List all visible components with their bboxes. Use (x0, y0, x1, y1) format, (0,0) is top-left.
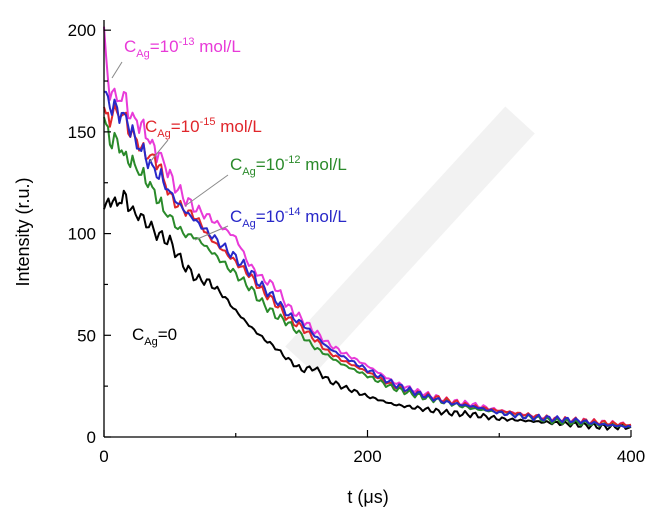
watermark (285, 106, 535, 374)
y-axis-title: Intensity (r.u.) (13, 177, 33, 286)
series-label: CAg=10-12 mol/L (184, 154, 347, 207)
series-line (103, 90, 632, 429)
y-tick-label: 100 (68, 225, 96, 244)
x-axis-title-main: t ( (347, 487, 363, 507)
y-tick-label: 150 (68, 123, 96, 142)
y-tick-label: 200 (68, 21, 96, 40)
series-label-text: CAg=0 (132, 325, 177, 348)
series-label: CAg=0 (132, 325, 177, 348)
leader-line (149, 139, 169, 163)
leader-line (184, 174, 229, 207)
watermark-stroke (285, 106, 535, 374)
series-label: CAg=10-15 mol/L (145, 116, 262, 163)
watermark-shape (285, 106, 535, 374)
y-tick-label: 0 (87, 428, 96, 447)
series-label-text: CAg=10-14 mol/L (230, 206, 347, 230)
x-axis-title-unit: s) (374, 487, 389, 507)
series-label: CAg=10-13 mol/L (111, 36, 241, 79)
series-label-text: CAg=10-12 mol/L (230, 154, 347, 178)
x-tick-label: 400 (617, 447, 645, 466)
ticks: 0 200 400 0 50 100 150 200 (68, 21, 646, 466)
series-line (103, 116, 632, 428)
x-axis-title-greek: μ (363, 487, 373, 507)
leader-line (194, 225, 229, 241)
y-tick-label: 50 (77, 326, 96, 345)
series-layer (103, 26, 632, 431)
series-labels: CAg=10-13 mol/L CAg=10-15 mol/L CAg=10-12 … (111, 36, 347, 348)
series-label: CAg=10-14 mol/L (194, 206, 347, 241)
x-tick-label: 0 (99, 447, 108, 466)
x-tick-label: 200 (353, 447, 381, 466)
series-label-text: CAg=10-15 mol/L (145, 116, 262, 140)
series-line (103, 26, 632, 428)
axes (103, 20, 631, 438)
series-line (103, 189, 632, 431)
leader-line (111, 61, 123, 79)
x-axis-title: t (μs) (347, 487, 388, 507)
series-label-text: CAg=10-13 mol/L (124, 36, 241, 60)
